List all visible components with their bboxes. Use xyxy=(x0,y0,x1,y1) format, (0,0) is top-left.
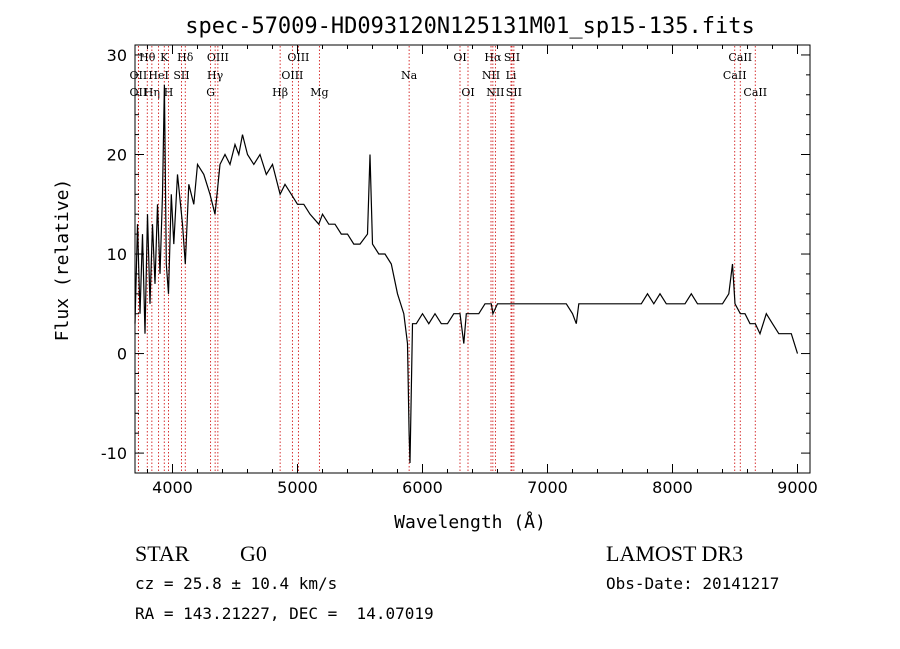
object-class: STAR xyxy=(135,541,190,566)
x-axis-label: Wavelength (Å) xyxy=(394,511,546,533)
y-tick-label: -10 xyxy=(101,444,127,463)
spectral-line-label: SII xyxy=(504,51,520,64)
spectral-line-label: CaII xyxy=(728,51,752,64)
spectral-line-label: OII xyxy=(130,86,148,99)
observation-date: Obs-Date: 20141217 xyxy=(606,574,780,593)
spectral-line-label: HeI xyxy=(148,69,168,82)
spectral-line-label: Hγ xyxy=(207,69,224,82)
spectral-line-label: Hθ xyxy=(139,51,156,64)
x-tick-label: 8000 xyxy=(652,478,693,497)
spectral-line-label: Hα xyxy=(484,51,502,64)
y-tick-label: 10 xyxy=(107,245,127,264)
chart-title: spec-57009-HD093120N125131M01_sp15-135.f… xyxy=(185,14,755,39)
spectral-line-label: Mg xyxy=(310,86,328,99)
spectral-line-label: CaII xyxy=(743,86,767,99)
spectral-line-label: H xyxy=(164,86,174,99)
y-tick-label: 30 xyxy=(107,46,127,65)
spectral-line-label: SII xyxy=(173,69,189,82)
y-tick-label: 0 xyxy=(117,345,127,364)
x-axis: 4000 5000 6000 7000 8000 9000 xyxy=(147,45,818,497)
y-axis: -10 0 10 20 30 xyxy=(101,46,810,474)
subclass: G0 xyxy=(240,541,267,566)
spectral-line-label: OI xyxy=(453,51,466,64)
spectral-line-label: Hβ xyxy=(272,86,288,99)
spectral-line-label: Na xyxy=(401,69,418,82)
spectrum-line xyxy=(134,84,799,464)
spectral-line-label: SII xyxy=(506,86,522,99)
x-tick-label: 7000 xyxy=(527,478,568,497)
x-tick-label: 6000 xyxy=(402,478,443,497)
coordinates: RA = 143.21227, DEC = 14.07019 xyxy=(135,604,434,623)
y-tick-label: 20 xyxy=(107,145,127,164)
spectral-line-label: OIII xyxy=(281,69,303,82)
x-tick-label: 4000 xyxy=(152,478,193,497)
x-tick-label: 5000 xyxy=(277,478,318,497)
spectral-line-label: NII xyxy=(486,86,504,99)
plot-frame xyxy=(134,44,811,474)
redshift-velocity: cz = 25.8 ± 10.4 km/s xyxy=(135,574,338,593)
spectral-line-label: NII xyxy=(482,69,500,82)
survey-name: LAMOST DR3 xyxy=(606,541,744,566)
spectral-line-label: Hδ xyxy=(177,51,194,64)
x-tick-label: 9000 xyxy=(777,478,818,497)
spectral-line-label: OIII xyxy=(287,51,309,64)
spectral-line-label: K xyxy=(160,51,169,64)
spectral-line-label: Li xyxy=(506,69,517,82)
spectral-line-label: CaII xyxy=(723,69,747,82)
spectral-line-label: G xyxy=(206,86,215,99)
spectral-line-label: Hη xyxy=(144,86,160,99)
spectral-line-label: OIII xyxy=(207,51,229,64)
spectral-line-label: OI xyxy=(461,86,474,99)
y-axis-label: Flux (relative) xyxy=(52,179,73,342)
